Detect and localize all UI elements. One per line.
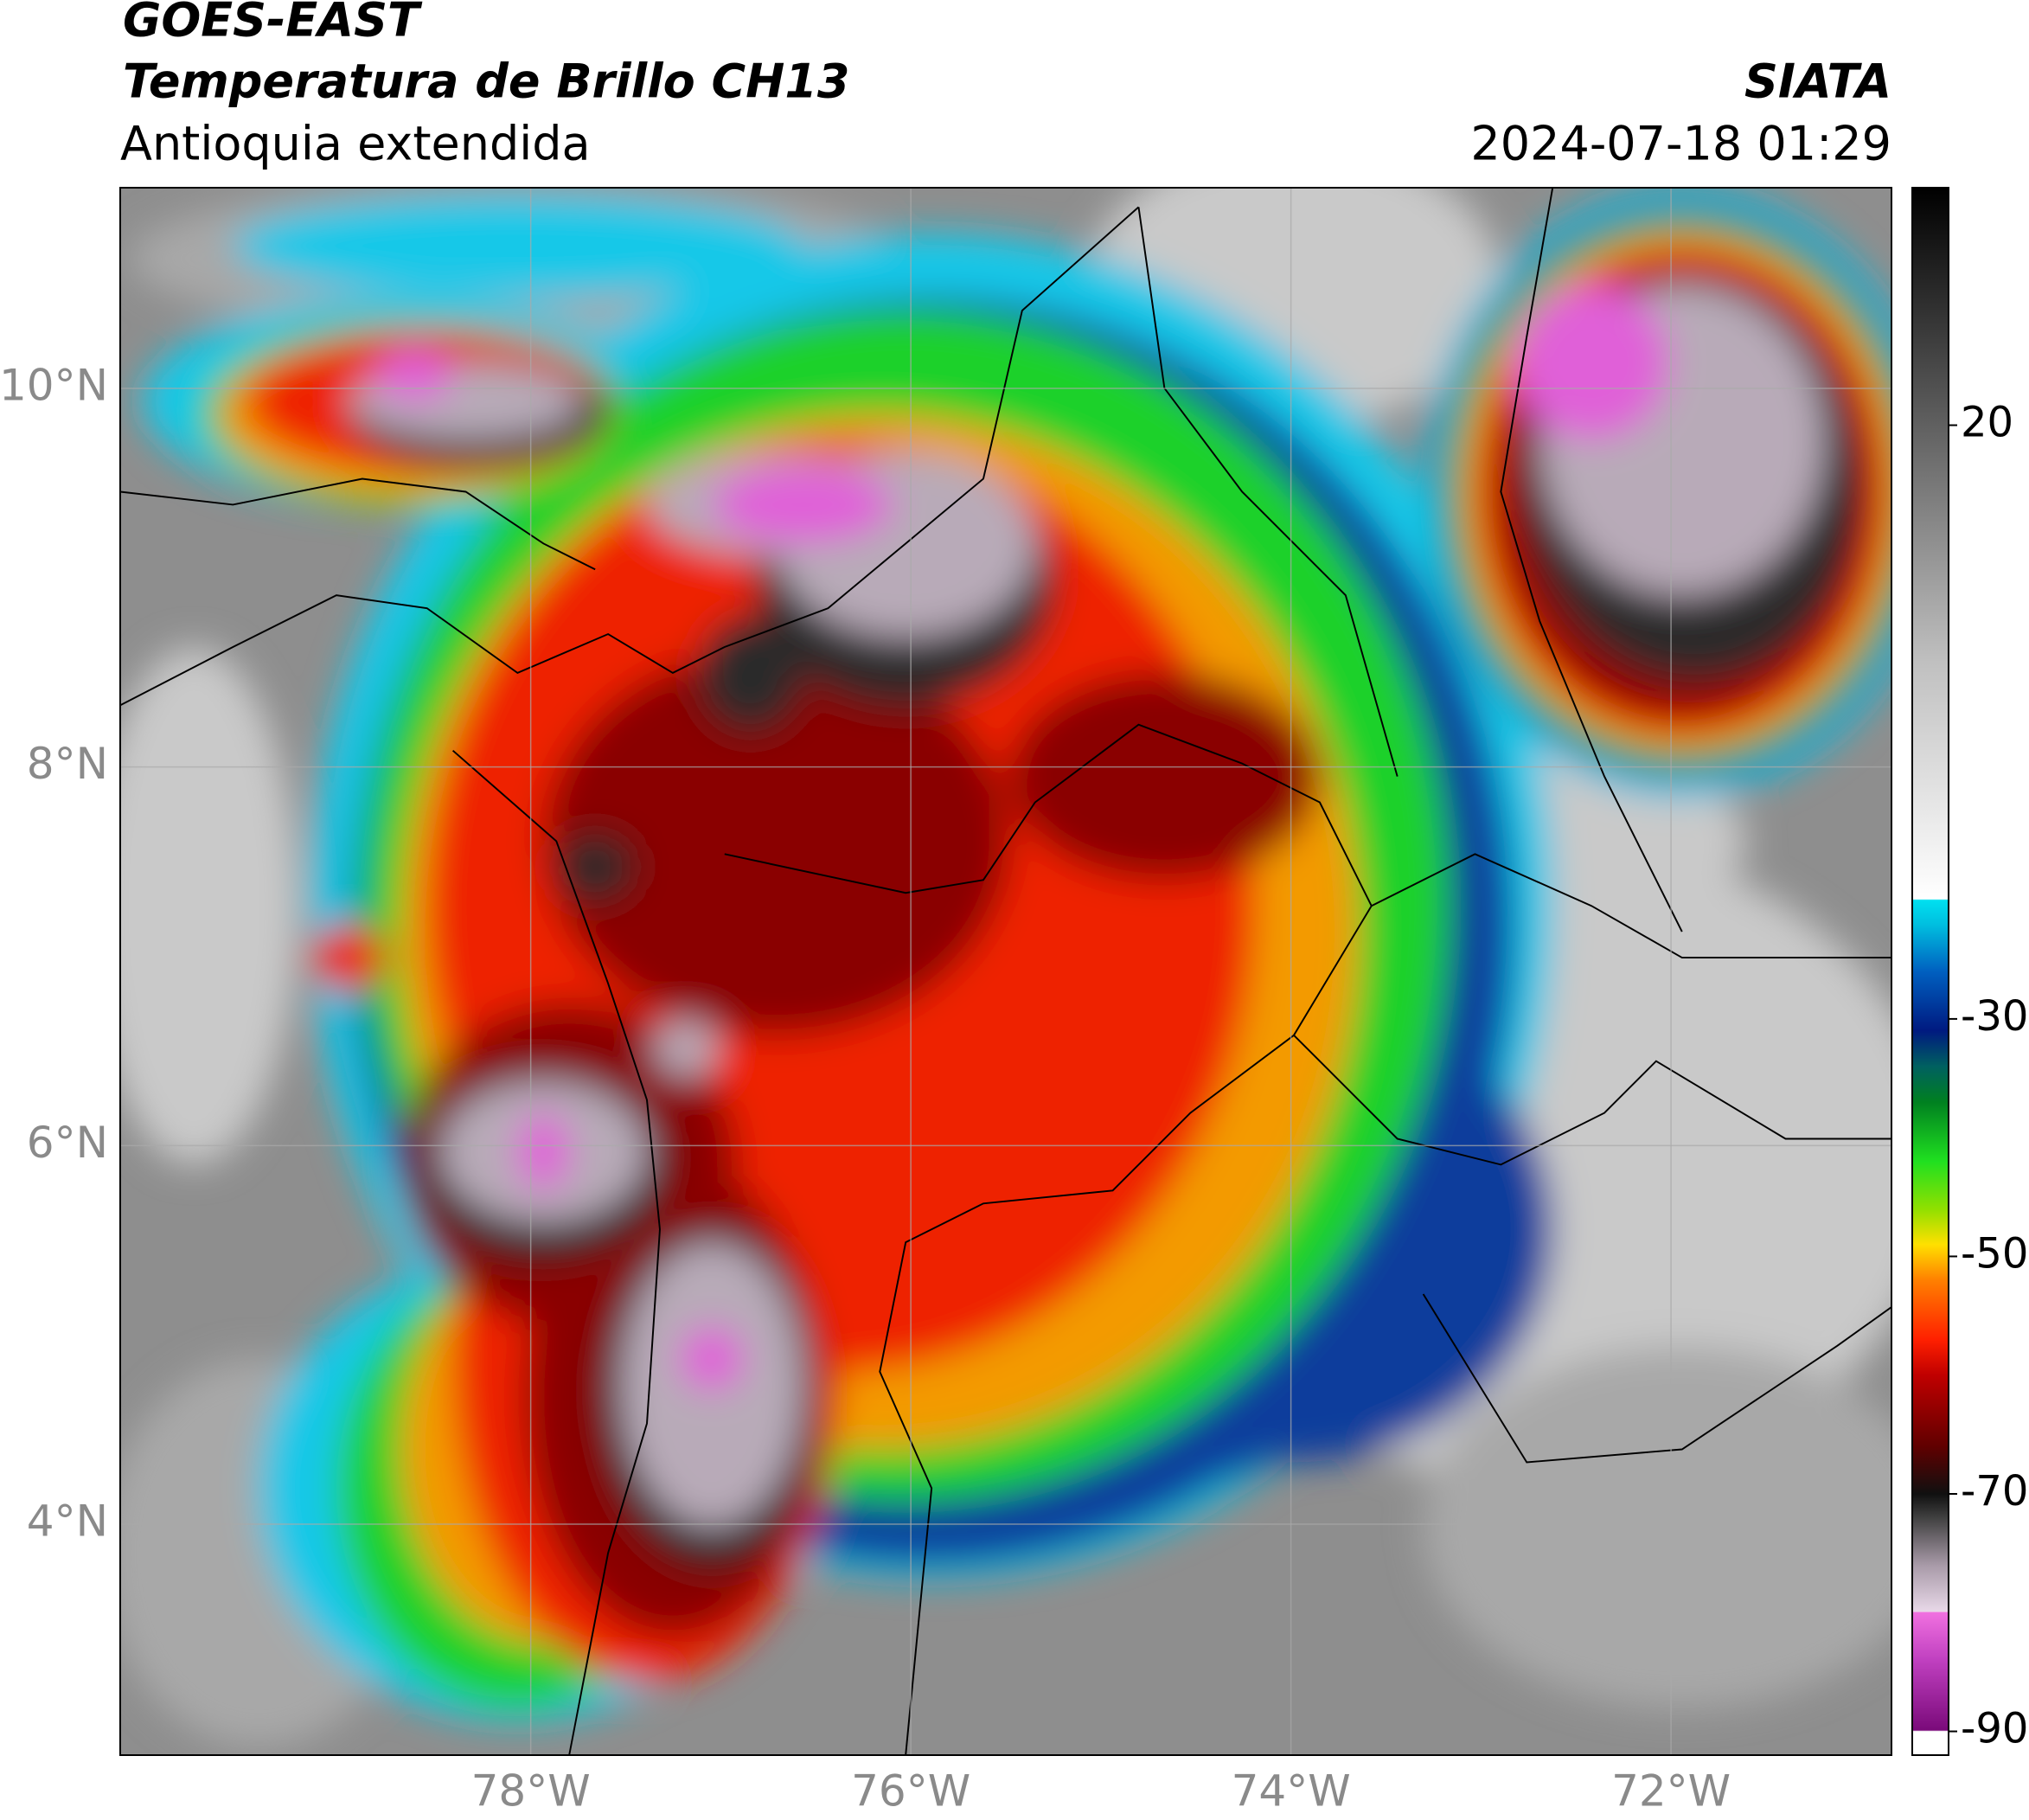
grid	[120, 188, 1891, 1755]
colorbar-tick-label: -70	[1961, 1467, 2028, 1516]
y-tick-label: 6°N	[27, 1118, 108, 1168]
subtitle: Temperatura de Brillo CH13	[123, 54, 850, 109]
y-tick-label: 8°N	[27, 739, 108, 789]
y-tick-label: 10°N	[0, 360, 108, 410]
x-tick-label: 74°W	[1232, 1766, 1351, 1817]
colorbar-tick-label: -30	[1961, 992, 2028, 1041]
colorbar-tick-label: -90	[1961, 1705, 2028, 1753]
datetime: 2024-07-18 01:29	[1470, 117, 1891, 171]
map-frame	[119, 187, 1892, 1756]
imagery	[120, 188, 1891, 1747]
x-tick-label: 78°W	[471, 1766, 591, 1817]
region: Antioquia extendida	[120, 117, 591, 171]
x-tick-label: 76°W	[851, 1766, 970, 1817]
colorbar-tick-label: -50	[1961, 1229, 2028, 1278]
map-image	[120, 188, 1891, 1755]
y-tick-label: 4°N	[27, 1496, 108, 1547]
x-tick-label: 72°W	[1611, 1766, 1731, 1817]
agency: SIATA	[1744, 54, 1891, 109]
title: GOES-EAST	[123, 0, 423, 48]
borders	[120, 188, 1891, 1755]
colorbar-tick-label: 20	[1961, 399, 2013, 447]
colorbar	[1911, 187, 1949, 1756]
